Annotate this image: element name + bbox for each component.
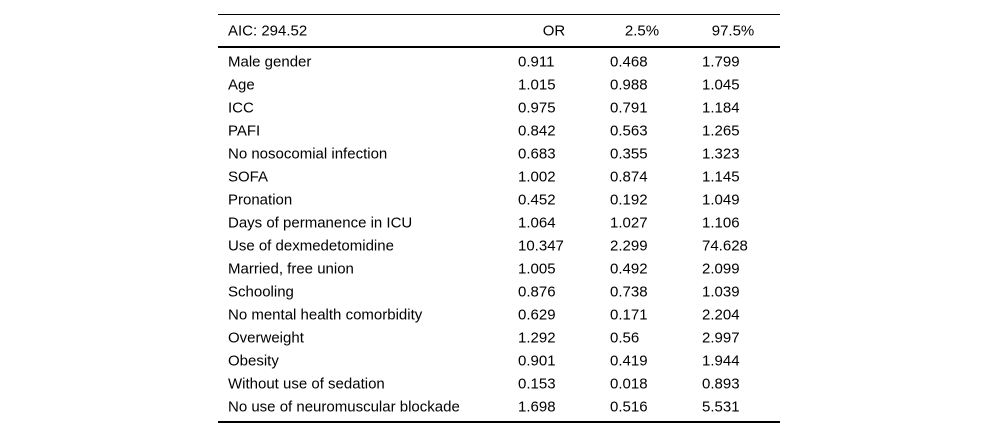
table-row: Schooling 0.876 0.738 1.039 bbox=[218, 280, 780, 303]
or-value: 0.842 bbox=[518, 122, 556, 139]
ci-lower-value: 0.791 bbox=[610, 99, 648, 116]
ci-upper-value: 1.039 bbox=[702, 283, 740, 300]
row-label: SOFA bbox=[228, 168, 269, 185]
ci-upper-value: 1.323 bbox=[702, 145, 740, 162]
ci-upper-value: 1.106 bbox=[702, 214, 740, 231]
results-table: AIC: 294.52 OR 2.5% 97.5% Male gender 0.… bbox=[218, 14, 780, 423]
or-value: 0.452 bbox=[518, 191, 556, 208]
or-value: 0.683 bbox=[518, 145, 556, 162]
table-row: No nosocomial infection 0.683 0.355 1.32… bbox=[218, 142, 780, 165]
table-row: Use of dexmedetomidine 10.347 2.299 74.6… bbox=[218, 234, 780, 257]
ci-upper-value: 1.145 bbox=[702, 168, 740, 185]
ci-lower-value: 0.738 bbox=[610, 283, 648, 300]
or-value: 1.292 bbox=[518, 329, 556, 346]
ci-lower-value: 0.516 bbox=[610, 398, 648, 415]
row-label: Married, free union bbox=[228, 260, 354, 277]
ci-lower-value: 0.874 bbox=[610, 168, 648, 185]
ci-upper-value: 1.049 bbox=[702, 191, 740, 208]
ci-lower-value: 0.492 bbox=[610, 260, 648, 277]
table-row: Age 1.015 0.988 1.045 bbox=[218, 73, 780, 96]
ci-upper-value: 1.799 bbox=[702, 53, 740, 70]
row-label: Days of permanence in ICU bbox=[228, 214, 413, 231]
ci-lower-value: 0.018 bbox=[610, 375, 648, 392]
or-value: 0.153 bbox=[518, 375, 556, 392]
or-value: 1.064 bbox=[518, 214, 556, 231]
ci-upper-value: 2.099 bbox=[702, 260, 740, 277]
table-row: Pronation 0.452 0.192 1.049 bbox=[218, 188, 780, 211]
or-value: 1.002 bbox=[518, 168, 556, 185]
ci-upper-value: 1.265 bbox=[702, 122, 740, 139]
row-label: Age bbox=[228, 76, 255, 93]
ci-lower-value: 1.027 bbox=[610, 214, 648, 231]
col-header-or: OR bbox=[542, 22, 566, 39]
ci-upper-value: 5.531 bbox=[702, 398, 740, 415]
or-value: 0.901 bbox=[518, 352, 556, 369]
row-label: ICC bbox=[228, 99, 254, 116]
table-row: ICC 0.975 0.791 1.184 bbox=[218, 96, 780, 119]
ci-upper-value: 1.944 bbox=[702, 352, 740, 369]
row-label: No mental health comorbidity bbox=[228, 306, 423, 323]
table-header: AIC: 294.52 OR 2.5% 97.5% bbox=[218, 15, 780, 48]
or-value: 1.015 bbox=[518, 76, 556, 93]
row-label: No nosocomial infection bbox=[228, 145, 388, 162]
table-row: Married, free union 1.005 0.492 2.099 bbox=[218, 257, 780, 280]
ci-upper-value: 1.045 bbox=[702, 76, 740, 93]
or-value: 1.005 bbox=[518, 260, 556, 277]
ci-lower-value: 0.419 bbox=[610, 352, 648, 369]
table-row: PAFI 0.842 0.563 1.265 bbox=[218, 119, 780, 142]
ci-lower-value: 0.468 bbox=[610, 53, 648, 70]
table-row: No use of neuromuscular blockade 1.698 0… bbox=[218, 395, 780, 418]
row-label: Schooling bbox=[228, 283, 294, 300]
ci-lower-value: 0.988 bbox=[610, 76, 648, 93]
table-row: Obesity 0.901 0.419 1.944 bbox=[218, 349, 780, 372]
or-value: 1.698 bbox=[518, 398, 556, 415]
row-label: Use of dexmedetomidine bbox=[228, 237, 394, 254]
or-value: 0.876 bbox=[518, 283, 556, 300]
ci-upper-value: 74.628 bbox=[702, 237, 748, 254]
table-row: Without use of sedation 0.153 0.018 0.89… bbox=[218, 372, 780, 395]
table-body: Male gender 0.911 0.468 1.799 Age 1.015 … bbox=[218, 48, 780, 423]
table-row: Overweight 1.292 0.56 2.997 bbox=[218, 326, 780, 349]
ci-upper-value: 2.997 bbox=[702, 329, 740, 346]
col-header-ci-upper: 97.5% bbox=[711, 22, 755, 39]
or-value: 0.975 bbox=[518, 99, 556, 116]
row-label: Male gender bbox=[228, 53, 312, 70]
or-value: 0.911 bbox=[518, 53, 555, 70]
ci-lower-value: 0.563 bbox=[610, 122, 648, 139]
row-label: No use of neuromuscular blockade bbox=[228, 398, 460, 415]
row-label: Without use of sedation bbox=[228, 375, 385, 392]
ci-upper-value: 2.204 bbox=[702, 306, 740, 323]
row-label: Obesity bbox=[228, 352, 279, 369]
ci-upper-value: 0.893 bbox=[702, 375, 740, 392]
table-row: No mental health comorbidity 0.629 0.171… bbox=[218, 303, 780, 326]
ci-lower-value: 0.192 bbox=[610, 191, 648, 208]
ci-upper-value: 1.184 bbox=[702, 99, 740, 116]
ci-lower-value: 0.171 bbox=[610, 306, 648, 323]
row-label: Overweight bbox=[228, 329, 304, 346]
ci-lower-value: 0.56 bbox=[610, 329, 640, 346]
ci-lower-value: 2.299 bbox=[610, 237, 648, 254]
ci-lower-value: 0.355 bbox=[610, 145, 648, 162]
aic-label: AIC: 294.52 bbox=[228, 22, 308, 39]
or-value: 0.629 bbox=[518, 306, 556, 323]
or-value: 10.347 bbox=[518, 237, 564, 254]
row-label: Pronation bbox=[228, 191, 293, 208]
table-row: Days of permanence in ICU 1.064 1.027 1.… bbox=[218, 211, 780, 234]
col-header-ci-lower: 2.5% bbox=[624, 22, 660, 39]
table-row: SOFA 1.002 0.874 1.145 bbox=[218, 165, 780, 188]
table-row: Male gender 0.911 0.468 1.799 bbox=[218, 50, 780, 73]
row-label: PAFI bbox=[228, 122, 261, 139]
